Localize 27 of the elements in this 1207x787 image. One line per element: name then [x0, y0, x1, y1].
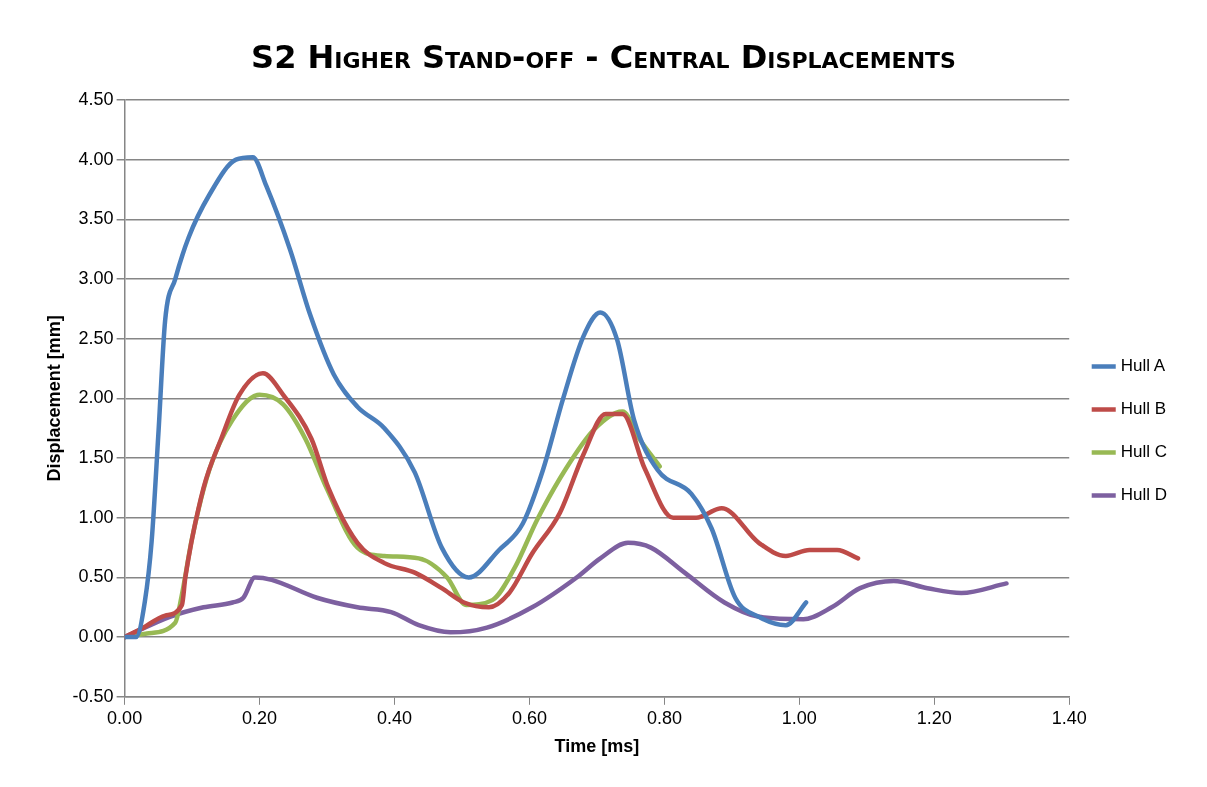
x-tick-label: 1.00	[781, 707, 817, 728]
y-tick-label: -0.50	[72, 685, 114, 706]
x-tick-label: 0.80	[646, 707, 682, 728]
y-tick-label: 0.00	[78, 626, 114, 647]
legend-label: Hull A	[1120, 356, 1166, 376]
x-axis-title: Time [ms]	[554, 736, 640, 757]
y-tick-label: 4.00	[78, 148, 114, 169]
x-tick-label: 1.40	[1051, 707, 1087, 728]
legend-label: Hull C	[1120, 442, 1168, 462]
y-tick-label: 2.00	[78, 387, 114, 408]
legend-label: Hull D	[1120, 485, 1168, 505]
x-tick-label: 0.20	[242, 707, 278, 728]
x-tick-label: 1.20	[916, 707, 952, 728]
x-tick-label: 0.40	[376, 707, 413, 728]
chart-title: S2 Higher Stand-off - Central Displacements	[250, 38, 957, 76]
y-tick-label: 3.50	[78, 208, 114, 229]
y-tick-label: 0.50	[78, 566, 114, 587]
y-tick-label: 3.00	[78, 268, 114, 289]
y-tick-label: 4.50	[78, 88, 114, 109]
x-tick-label: 0.60	[511, 707, 547, 728]
line-series	[124, 155, 809, 640]
legend-label: Hull B	[1120, 399, 1167, 419]
y-tick-label: 1.50	[78, 447, 114, 468]
y-tick-label: 1.00	[78, 506, 114, 527]
y-tick-label: 2.50	[78, 327, 114, 348]
x-tick-label: 0.00	[107, 707, 143, 728]
y-axis-title: Displacement [mm]	[43, 315, 64, 482]
